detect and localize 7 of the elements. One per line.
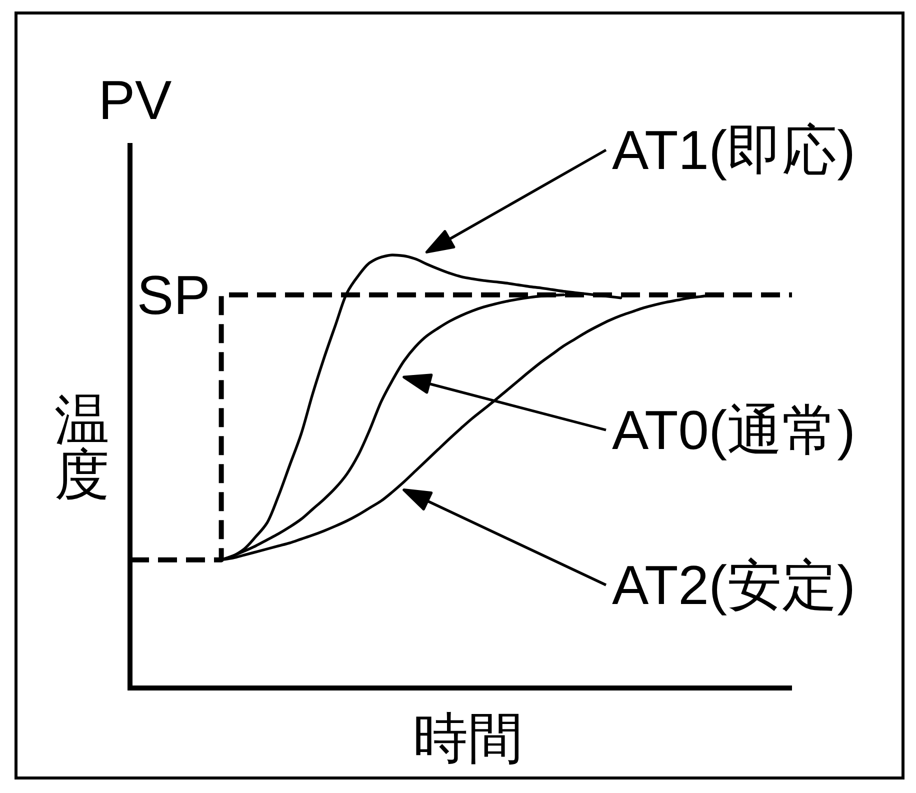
series-label: AT2(安定) [612,554,856,616]
series-label: SP [136,264,210,326]
series-label: AT0(通常) [612,399,856,461]
y-axis-title: 温度 [54,388,110,506]
series-label: AT1(即応) [612,119,856,181]
text: PV [98,69,172,131]
x-axis-title: 時間 [413,707,523,769]
